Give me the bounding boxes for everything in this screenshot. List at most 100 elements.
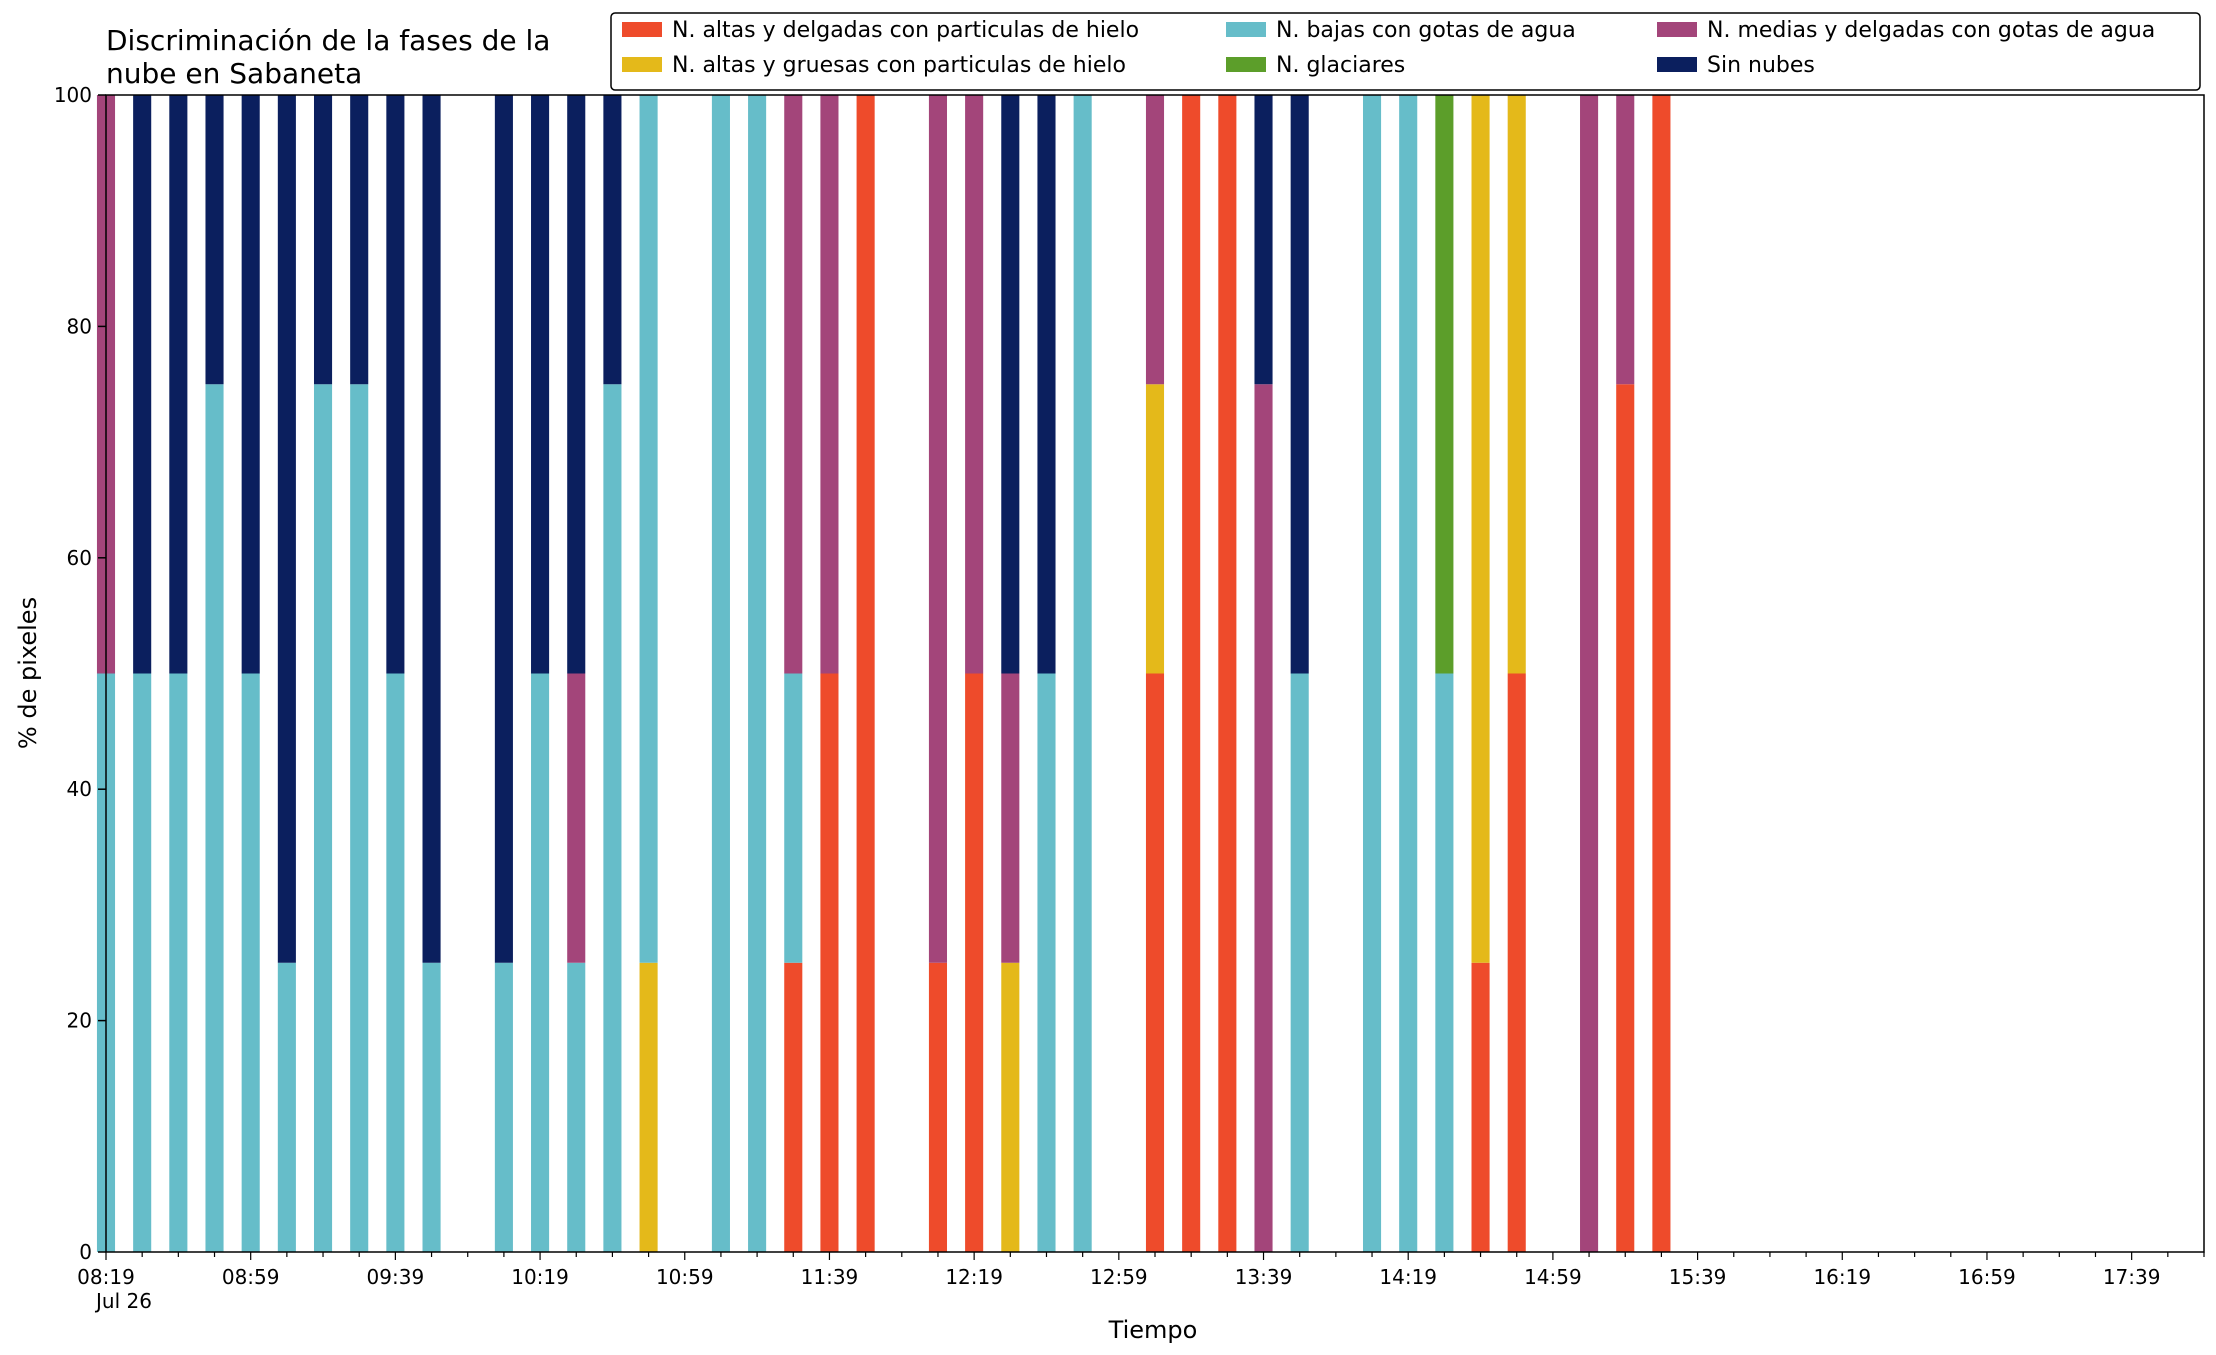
- bar-segment-0929-series-5: [350, 95, 369, 385]
- bar-segment-1019-series-2: [531, 673, 550, 1252]
- bar-segment-1139-series-0: [820, 673, 839, 1252]
- legend-label-3: N. glaciares: [1276, 53, 1405, 78]
- legend-swatch-1: [622, 57, 662, 72]
- bar-segment-1049-series-1: [639, 962, 658, 1252]
- bar-segment-1039-series-5: [603, 95, 622, 385]
- legend-swatch-2: [1226, 22, 1266, 37]
- x-tick-label-1659: 16:59: [1958, 1265, 2016, 1289]
- bar-segment-1509-series-4: [1580, 95, 1599, 1252]
- legend-swatch-4: [1657, 22, 1697, 37]
- bar-segment-1349-series-2: [1290, 673, 1309, 1252]
- x-tick-label-1219: 12:19: [945, 1265, 1003, 1289]
- bar-segment-0909-series-5: [277, 95, 296, 963]
- bar-segment-1339-series-4: [1254, 384, 1273, 1252]
- chart-title: Discriminación de la fases de la nube en…: [106, 24, 550, 90]
- y-tick-label-80: 80: [67, 314, 92, 338]
- bar-segment-0949-series-2: [422, 962, 441, 1252]
- y-tick-label-100: 100: [54, 83, 92, 107]
- x-tick-label-0859: 08:59: [222, 1265, 280, 1289]
- bar-segment-1409-series-2: [1362, 95, 1382, 1252]
- bar-segment-1149-series-0: [856, 95, 875, 1252]
- bar-segment-0859-series-2: [241, 673, 260, 1252]
- bar-segment-0829-series-2: [133, 673, 152, 1252]
- bars-layer: [96, 95, 1671, 1252]
- legend-swatch-0: [622, 22, 662, 37]
- bar-segment-1339-series-5: [1254, 95, 1273, 385]
- bar-segment-0849-series-2: [205, 384, 224, 1252]
- x-tick-label-1339: 13:39: [1235, 1265, 1293, 1289]
- legend-swatch-5: [1657, 57, 1697, 72]
- legend-label-1: N. altas y gruesas con particulas de hie…: [672, 53, 1126, 78]
- y-tick-label-40: 40: [67, 777, 92, 801]
- bar-segment-1449-series-1: [1507, 95, 1526, 674]
- legend-swatch-3: [1226, 57, 1266, 72]
- bar-segment-1239-series-2: [1037, 673, 1056, 1252]
- legend: N. altas y delgadas con particulas de hi…: [610, 12, 2201, 91]
- x-tick-label-1059: 10:59: [656, 1265, 714, 1289]
- y-tick-label-60: 60: [67, 546, 92, 570]
- bar-segment-1439-series-0: [1471, 962, 1490, 1252]
- x-tick-label-1539: 15:39: [1669, 1265, 1727, 1289]
- bar-segment-1019-series-5: [531, 95, 550, 674]
- bar-segment-0829-series-5: [133, 95, 152, 674]
- legend-label-4: N. medias y delgadas con gotas de agua: [1707, 18, 2155, 43]
- bar-segment-1309-series-1: [1145, 384, 1165, 674]
- bar-segment-1029-series-5: [567, 95, 586, 674]
- bar-segment-1129-series-2: [784, 673, 803, 963]
- chart-title-line-1: Discriminación de la fases de la: [106, 24, 550, 57]
- bar-segment-1209-series-0: [928, 962, 948, 1252]
- x-tick-label-0819: 08:19: [77, 1265, 135, 1289]
- legend-label-2: N. bajas con gotas de agua: [1276, 18, 1576, 43]
- legend-frame: [610, 12, 2201, 91]
- bar-segment-1449-series-0: [1507, 673, 1526, 1252]
- bar-segment-1519-series-0: [1616, 384, 1635, 1252]
- x-tick-label-1459: 14:59: [1524, 1265, 1582, 1289]
- bar-segment-1419-series-2: [1399, 95, 1418, 1252]
- bar-segment-1329-series-0: [1218, 95, 1237, 1252]
- bar-segment-1229-series-4: [1001, 673, 1020, 963]
- bar-segment-1219-series-0: [965, 673, 984, 1252]
- bar-segment-0839-series-2: [169, 673, 188, 1252]
- x-tick-label-1419: 14:19: [1379, 1265, 1437, 1289]
- y-tick-label-20: 20: [67, 1009, 92, 1033]
- bar-segment-1319-series-0: [1182, 95, 1201, 1252]
- bar-segment-1349-series-5: [1290, 95, 1309, 674]
- bar-segment-1039-series-2: [603, 384, 622, 1252]
- y-axis: 0 20 40 60 80 100: [54, 83, 106, 1264]
- bar-segment-1309-series-4: [1145, 95, 1165, 385]
- chart-title-line-2: nube en Sabaneta: [106, 57, 362, 90]
- bar-segment-1129-series-4: [784, 95, 803, 674]
- bar-segment-1209-series-4: [928, 95, 948, 963]
- bar-segment-1129-series-0: [784, 962, 803, 1252]
- bar-segment-1139-series-4: [820, 95, 839, 674]
- bar-segment-1229-series-5: [1001, 95, 1020, 674]
- bar-segment-1309-series-0: [1145, 673, 1165, 1252]
- bar-segment-1439-series-1: [1471, 95, 1490, 963]
- bar-segment-1049-series-2: [639, 95, 658, 963]
- legend-label-0: N. altas y delgadas con particulas de hi…: [672, 18, 1139, 43]
- y-axis-label: % de pixeles: [14, 597, 42, 749]
- bar-segment-0849-series-5: [205, 95, 224, 385]
- x-axis-label: Tiempo: [1108, 1316, 1198, 1344]
- bar-segment-1429-series-2: [1435, 673, 1454, 1252]
- bar-segment-1229-series-1: [1001, 962, 1020, 1252]
- bar-segment-1239-series-5: [1037, 95, 1056, 674]
- bar-segment-0859-series-5: [241, 95, 260, 674]
- bar-segment-1009-series-2: [494, 962, 513, 1252]
- x-axis: 08:19 08:59 09:39 10:19 10:59 11:39 12:19 12:59…: [77, 1252, 2205, 1289]
- bar-segment-1109-series-2: [711, 95, 730, 1252]
- bar-segment-1529-series-0: [1652, 95, 1671, 1252]
- x-axis-date-label: Jul 26: [94, 1289, 152, 1313]
- bar-segment-0839-series-5: [169, 95, 188, 674]
- bar-segment-1249-series-2: [1073, 95, 1092, 1252]
- x-tick-label-1739: 17:39: [2103, 1265, 2161, 1289]
- bar-segment-1029-series-2: [567, 962, 586, 1252]
- bar-segment-1009-series-5: [494, 95, 513, 963]
- bar-segment-1029-series-4: [567, 673, 586, 963]
- x-tick-label-1139: 11:39: [801, 1265, 859, 1289]
- x-tick-label-0939: 09:39: [367, 1265, 425, 1289]
- bar-segment-1519-series-4: [1616, 95, 1635, 385]
- bar-segment-0949-series-5: [422, 95, 441, 963]
- legend-label-5: Sin nubes: [1707, 53, 1815, 78]
